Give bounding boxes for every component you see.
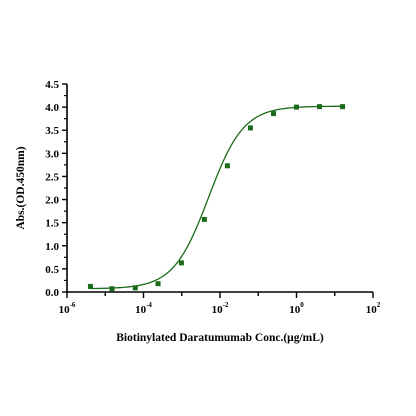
x-tick-label: 100	[289, 301, 304, 316]
data-point	[178, 260, 184, 266]
x-axis-title: Biotinylated Daratumumab Conc.(μg/mL)	[116, 332, 324, 344]
data-point	[294, 104, 299, 110]
data-point	[87, 283, 93, 289]
y-tick-label: 2.0	[45, 195, 59, 207]
y-tick-label: 3.0	[45, 148, 59, 160]
y-axis-title: Abs.(OD.450nm)	[15, 146, 27, 229]
y-tick-label: 4.0	[45, 102, 59, 114]
data-point	[270, 111, 276, 117]
x-tick-label: 10-6	[59, 301, 76, 316]
y-tick-label: 2.5	[45, 171, 59, 183]
x-tick-label: 10-2	[212, 301, 229, 316]
y-tick-label: 0.5	[45, 264, 59, 276]
data-point	[155, 281, 161, 287]
y-tick-label: 1.0	[45, 241, 59, 253]
plot-area	[87, 104, 346, 292]
y-axis: 0.0 0.5 1.0 1.5 2.0 2.5 3.0 3.5 4.0 4.5	[45, 79, 68, 299]
fit-curve	[90, 105, 343, 290]
x-axis: 10-6 10-4 10-2 100 102	[59, 291, 381, 316]
y-tick-label: 3.5	[45, 125, 59, 137]
data-point	[132, 285, 138, 291]
data-point	[201, 216, 207, 222]
data-point	[224, 163, 230, 169]
y-tick-label: 4.5	[45, 79, 59, 91]
y-tick-label: 1.5	[45, 218, 59, 230]
data-point	[247, 125, 253, 131]
data-point	[109, 286, 115, 292]
x-tick-label: 10-4	[135, 301, 152, 316]
y-tick-label: 0.0	[45, 287, 59, 299]
data-point	[340, 104, 346, 110]
x-tick-label: 102	[366, 301, 381, 316]
data-point	[317, 104, 323, 110]
